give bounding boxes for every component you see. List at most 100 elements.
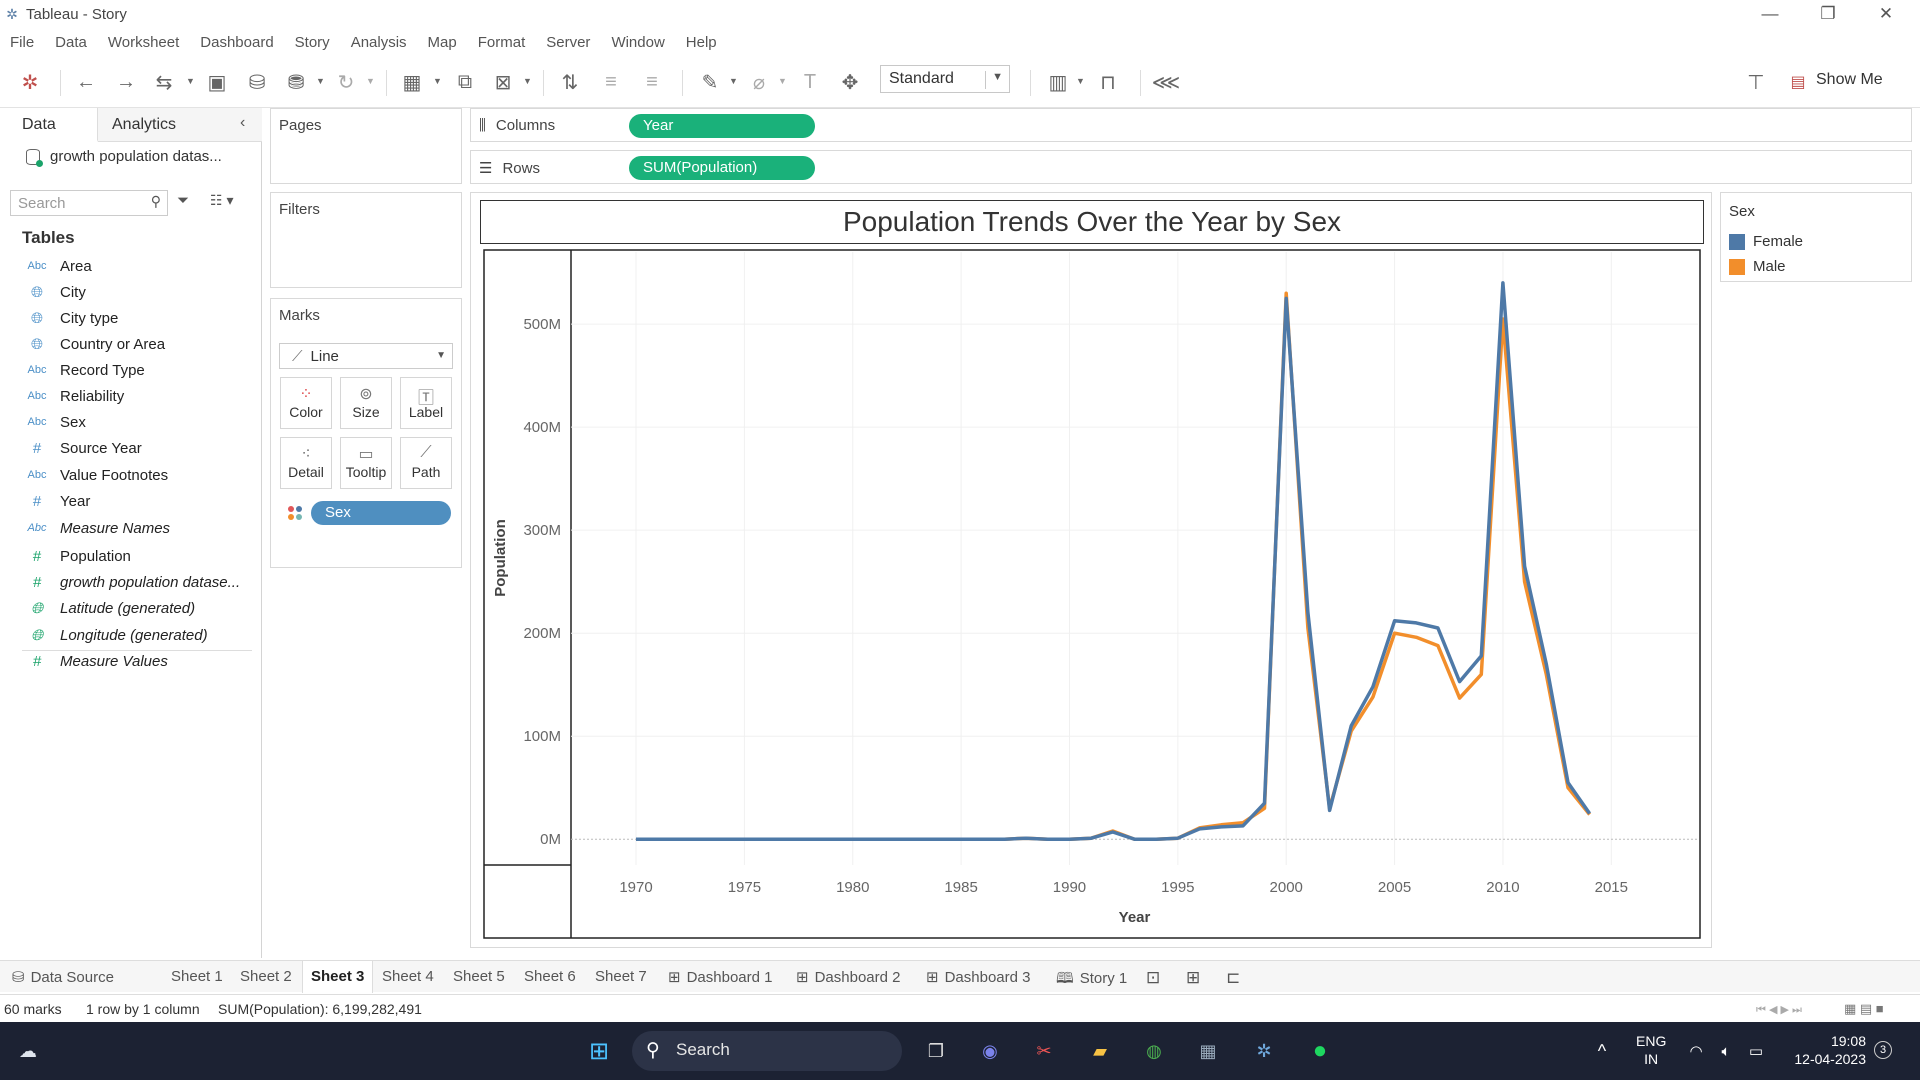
fit-select[interactable]: Standard ▼	[880, 65, 1010, 93]
replay-icon[interactable]: ⇆	[155, 71, 173, 94]
new-dashboard-tab-icon[interactable]: ⊞	[1186, 968, 1201, 987]
clear-sheet-icon[interactable]: ⊠	[494, 71, 512, 94]
windows-start-icon[interactable]: ⊞	[588, 1037, 610, 1065]
clock[interactable]: 19:08 12-04-2023	[1794, 1033, 1866, 1067]
tableau-taskbar-icon[interactable]: ✲	[1256, 1040, 1272, 1061]
redo-icon[interactable]: →	[116, 70, 136, 93]
menu-map[interactable]: Map	[427, 33, 457, 51]
menu-analysis[interactable]: Analysis	[350, 33, 407, 51]
new-worksheet-icon[interactable]: ▦	[402, 71, 422, 94]
tab-sheet-3[interactable]: Sheet 3	[302, 961, 374, 993]
taskbar-search[interactable]: ⚲ Search	[632, 1031, 902, 1071]
menu-window[interactable]: Window	[611, 33, 665, 51]
menu-story[interactable]: Story	[294, 33, 330, 51]
close-button[interactable]: ✕	[1878, 4, 1894, 23]
year-pill[interactable]: Year	[629, 114, 815, 138]
show-labels-icon[interactable]: T	[803, 70, 817, 93]
field-latitude[interactable]: 🌐︎ Latitude (generated)	[26, 598, 195, 618]
minimize-button[interactable]: —	[1761, 4, 1779, 23]
field-city[interactable]: 🌐︎ City	[26, 282, 86, 302]
task-view-icon[interactable]: ❐	[927, 1040, 945, 1061]
menu-format[interactable]: Format	[477, 33, 526, 51]
field-reliability[interactable]: Abc Reliability	[27, 387, 125, 405]
view-options-icon[interactable]: ☷ ▾	[210, 192, 234, 208]
field-source-year[interactable]: # Source Year	[26, 438, 142, 458]
group-members-icon[interactable]: ⌀	[752, 71, 766, 94]
menu-dashboard[interactable]: Dashboard	[200, 33, 274, 51]
presentation-mode-icon[interactable]: ⊓	[1100, 71, 1116, 94]
menu-data[interactable]: Data	[55, 33, 87, 51]
highlight-icon[interactable]: ✎	[701, 71, 719, 94]
field-value-footnotes[interactable]: Abc Value Footnotes	[27, 466, 169, 484]
tab-sheet-7[interactable]: Sheet 7	[595, 968, 647, 985]
menu-worksheet[interactable]: Worksheet	[107, 33, 180, 51]
restore-button[interactable]: ❐	[1820, 4, 1836, 23]
filter-icon[interactable]: ⏷	[177, 192, 190, 209]
fix-axes-icon[interactable]: ✥	[841, 71, 859, 94]
wifi-icon[interactable]: ◠	[1689, 1043, 1703, 1060]
field-year[interactable]: # Year	[26, 491, 90, 511]
teams-chat-icon[interactable]: ◉	[982, 1040, 998, 1061]
field-longitude[interactable]: 🌐︎ Longitude (generated)	[26, 625, 208, 645]
show-cards-icon[interactable]: ▥	[1048, 71, 1068, 94]
share-icon[interactable]: ⋘	[1151, 71, 1181, 94]
spotify-icon[interactable]: ●	[1312, 1037, 1328, 1064]
color-button[interactable]: ⁘ Color	[280, 377, 332, 429]
field-measure-names[interactable]: Abc Measure Names	[27, 519, 171, 537]
show-me-button[interactable]: Show Me	[1816, 71, 1883, 88]
swap-rows-columns-icon[interactable]: ⇅	[561, 71, 579, 94]
tab-sheet-4[interactable]: Sheet 4	[382, 968, 434, 985]
legend-item-male[interactable]: Male	[1729, 258, 1786, 275]
show-me-icon[interactable]: ▤	[1790, 74, 1806, 91]
sex-color-pill[interactable]: Sex	[311, 501, 451, 525]
collapse-pane-icon[interactable]: ‹	[240, 114, 246, 131]
calculator-icon[interactable]: ▦	[1199, 1040, 1217, 1061]
chrome-icon[interactable]: ◍	[1146, 1040, 1162, 1061]
field-growth-population-count[interactable]: # growth population datase...	[26, 572, 240, 592]
snipping-tool-icon[interactable]: ✂	[1036, 1040, 1052, 1061]
sort-ascending-icon[interactable]: ≡	[605, 70, 617, 93]
save-icon[interactable]: ▣	[207, 71, 227, 94]
refresh-icon[interactable]: ↻	[337, 71, 355, 94]
field-population[interactable]: # Population	[26, 546, 131, 566]
field-record-type[interactable]: Abc Record Type	[27, 361, 145, 379]
tab-analytics[interactable]: Analytics	[98, 108, 262, 142]
tab-story-1[interactable]: 🕮︎ Story 1	[1056, 970, 1128, 987]
tab-sheet-2[interactable]: Sheet 2	[240, 968, 292, 985]
pages-card[interactable]: Pages	[270, 108, 462, 184]
new-worksheet-tab-icon[interactable]: ⊡	[1146, 968, 1161, 987]
tableau-home-icon[interactable]: ✲	[21, 71, 39, 94]
tab-dashboard-3[interactable]: ⊞ Dashboard 3	[926, 969, 1031, 986]
new-story-tab-icon[interactable]: ⊏	[1226, 968, 1241, 987]
duplicate-sheet-icon[interactable]: ⧉	[457, 70, 473, 93]
tab-dashboard-1[interactable]: ⊞ Dashboard 1	[668, 969, 773, 986]
sort-descending-icon[interactable]: ≡	[646, 70, 658, 93]
tab-sheet-6[interactable]: Sheet 6	[524, 968, 576, 985]
path-button[interactable]: ⟋ Path	[400, 437, 452, 489]
population-pill[interactable]: SUM(Population)	[629, 156, 815, 180]
menu-help[interactable]: Help	[685, 33, 717, 51]
field-area[interactable]: Abc Area	[27, 257, 92, 275]
tab-view-icons[interactable]: ▦ ▤ ■	[1844, 1001, 1884, 1016]
label-button[interactable]: 🅃 Label	[400, 377, 452, 429]
notification-badge[interactable]: 3	[1874, 1041, 1892, 1059]
battery-icon[interactable]: ▭	[1748, 1043, 1764, 1060]
rows-shelf[interactable]: ☰ Rows SUM(Population)	[470, 150, 1912, 184]
file-explorer-icon[interactable]: ▰	[1093, 1040, 1107, 1061]
legend-item-female[interactable]: Female	[1729, 233, 1803, 250]
tab-sheet-1[interactable]: Sheet 1	[171, 968, 223, 985]
tab-dashboard-2[interactable]: ⊞ Dashboard 2	[796, 969, 901, 986]
field-country-or-area[interactable]: 🌐︎ Country or Area	[26, 334, 165, 354]
filters-card[interactable]: Filters	[270, 192, 462, 288]
menu-file[interactable]: File	[10, 33, 35, 51]
tab-data[interactable]: Data	[0, 108, 98, 142]
undo-icon[interactable]: ←	[76, 70, 96, 93]
mark-type-select[interactable]: ⟋ Line ▼	[279, 343, 453, 369]
columns-shelf[interactable]: ⫼ Columns Year	[470, 108, 1912, 142]
tab-data-source[interactable]: ⛁ Data Source	[12, 969, 114, 986]
tooltip-button[interactable]: ▭ Tooltip	[340, 437, 392, 489]
input-language[interactable]: ENG IN	[1636, 1033, 1667, 1067]
volume-icon[interactable]: 🔈︎	[1721, 1042, 1731, 1060]
line-chart[interactable]: 1970 1975 1980 1985 1990 1995 2000 2005 2010 2015…	[480, 248, 1702, 940]
new-datasource-icon[interactable]: ⛁	[248, 71, 266, 94]
